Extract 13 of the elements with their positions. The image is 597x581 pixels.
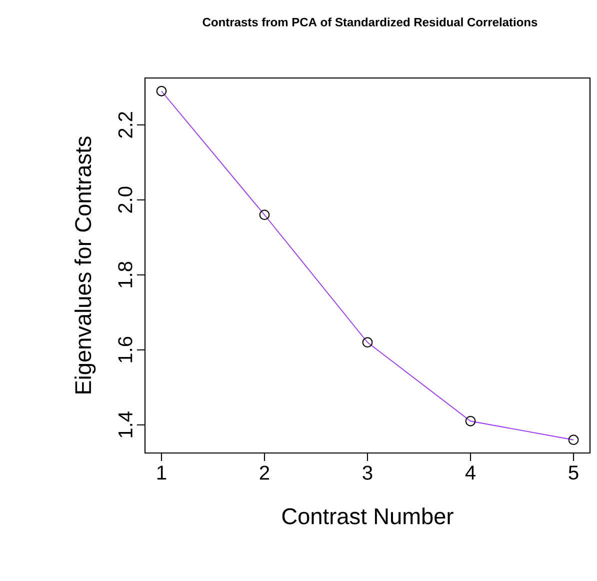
x-tick-label: 3 bbox=[362, 466, 372, 480]
y-tick-label: 1.8 bbox=[118, 262, 132, 288]
x-tick-label: 2 bbox=[260, 466, 270, 480]
chart-title: Contrasts from PCA of Standardized Residual Correlations bbox=[202, 18, 538, 26]
y-tick-label: 2.2 bbox=[118, 112, 132, 138]
x-tick-label: 1 bbox=[157, 466, 166, 480]
x-tick-label: 5 bbox=[568, 466, 578, 480]
y-axis-title: Eigenvalues for Contrasts bbox=[74, 136, 96, 394]
y-tick-label: 1.6 bbox=[118, 336, 132, 362]
y-tick-label: 1.4 bbox=[118, 412, 132, 438]
x-tick-label: 4 bbox=[465, 466, 476, 480]
y-tick-label: 2.0 bbox=[118, 186, 132, 213]
x-axis-title: Contrast Number bbox=[282, 508, 454, 524]
